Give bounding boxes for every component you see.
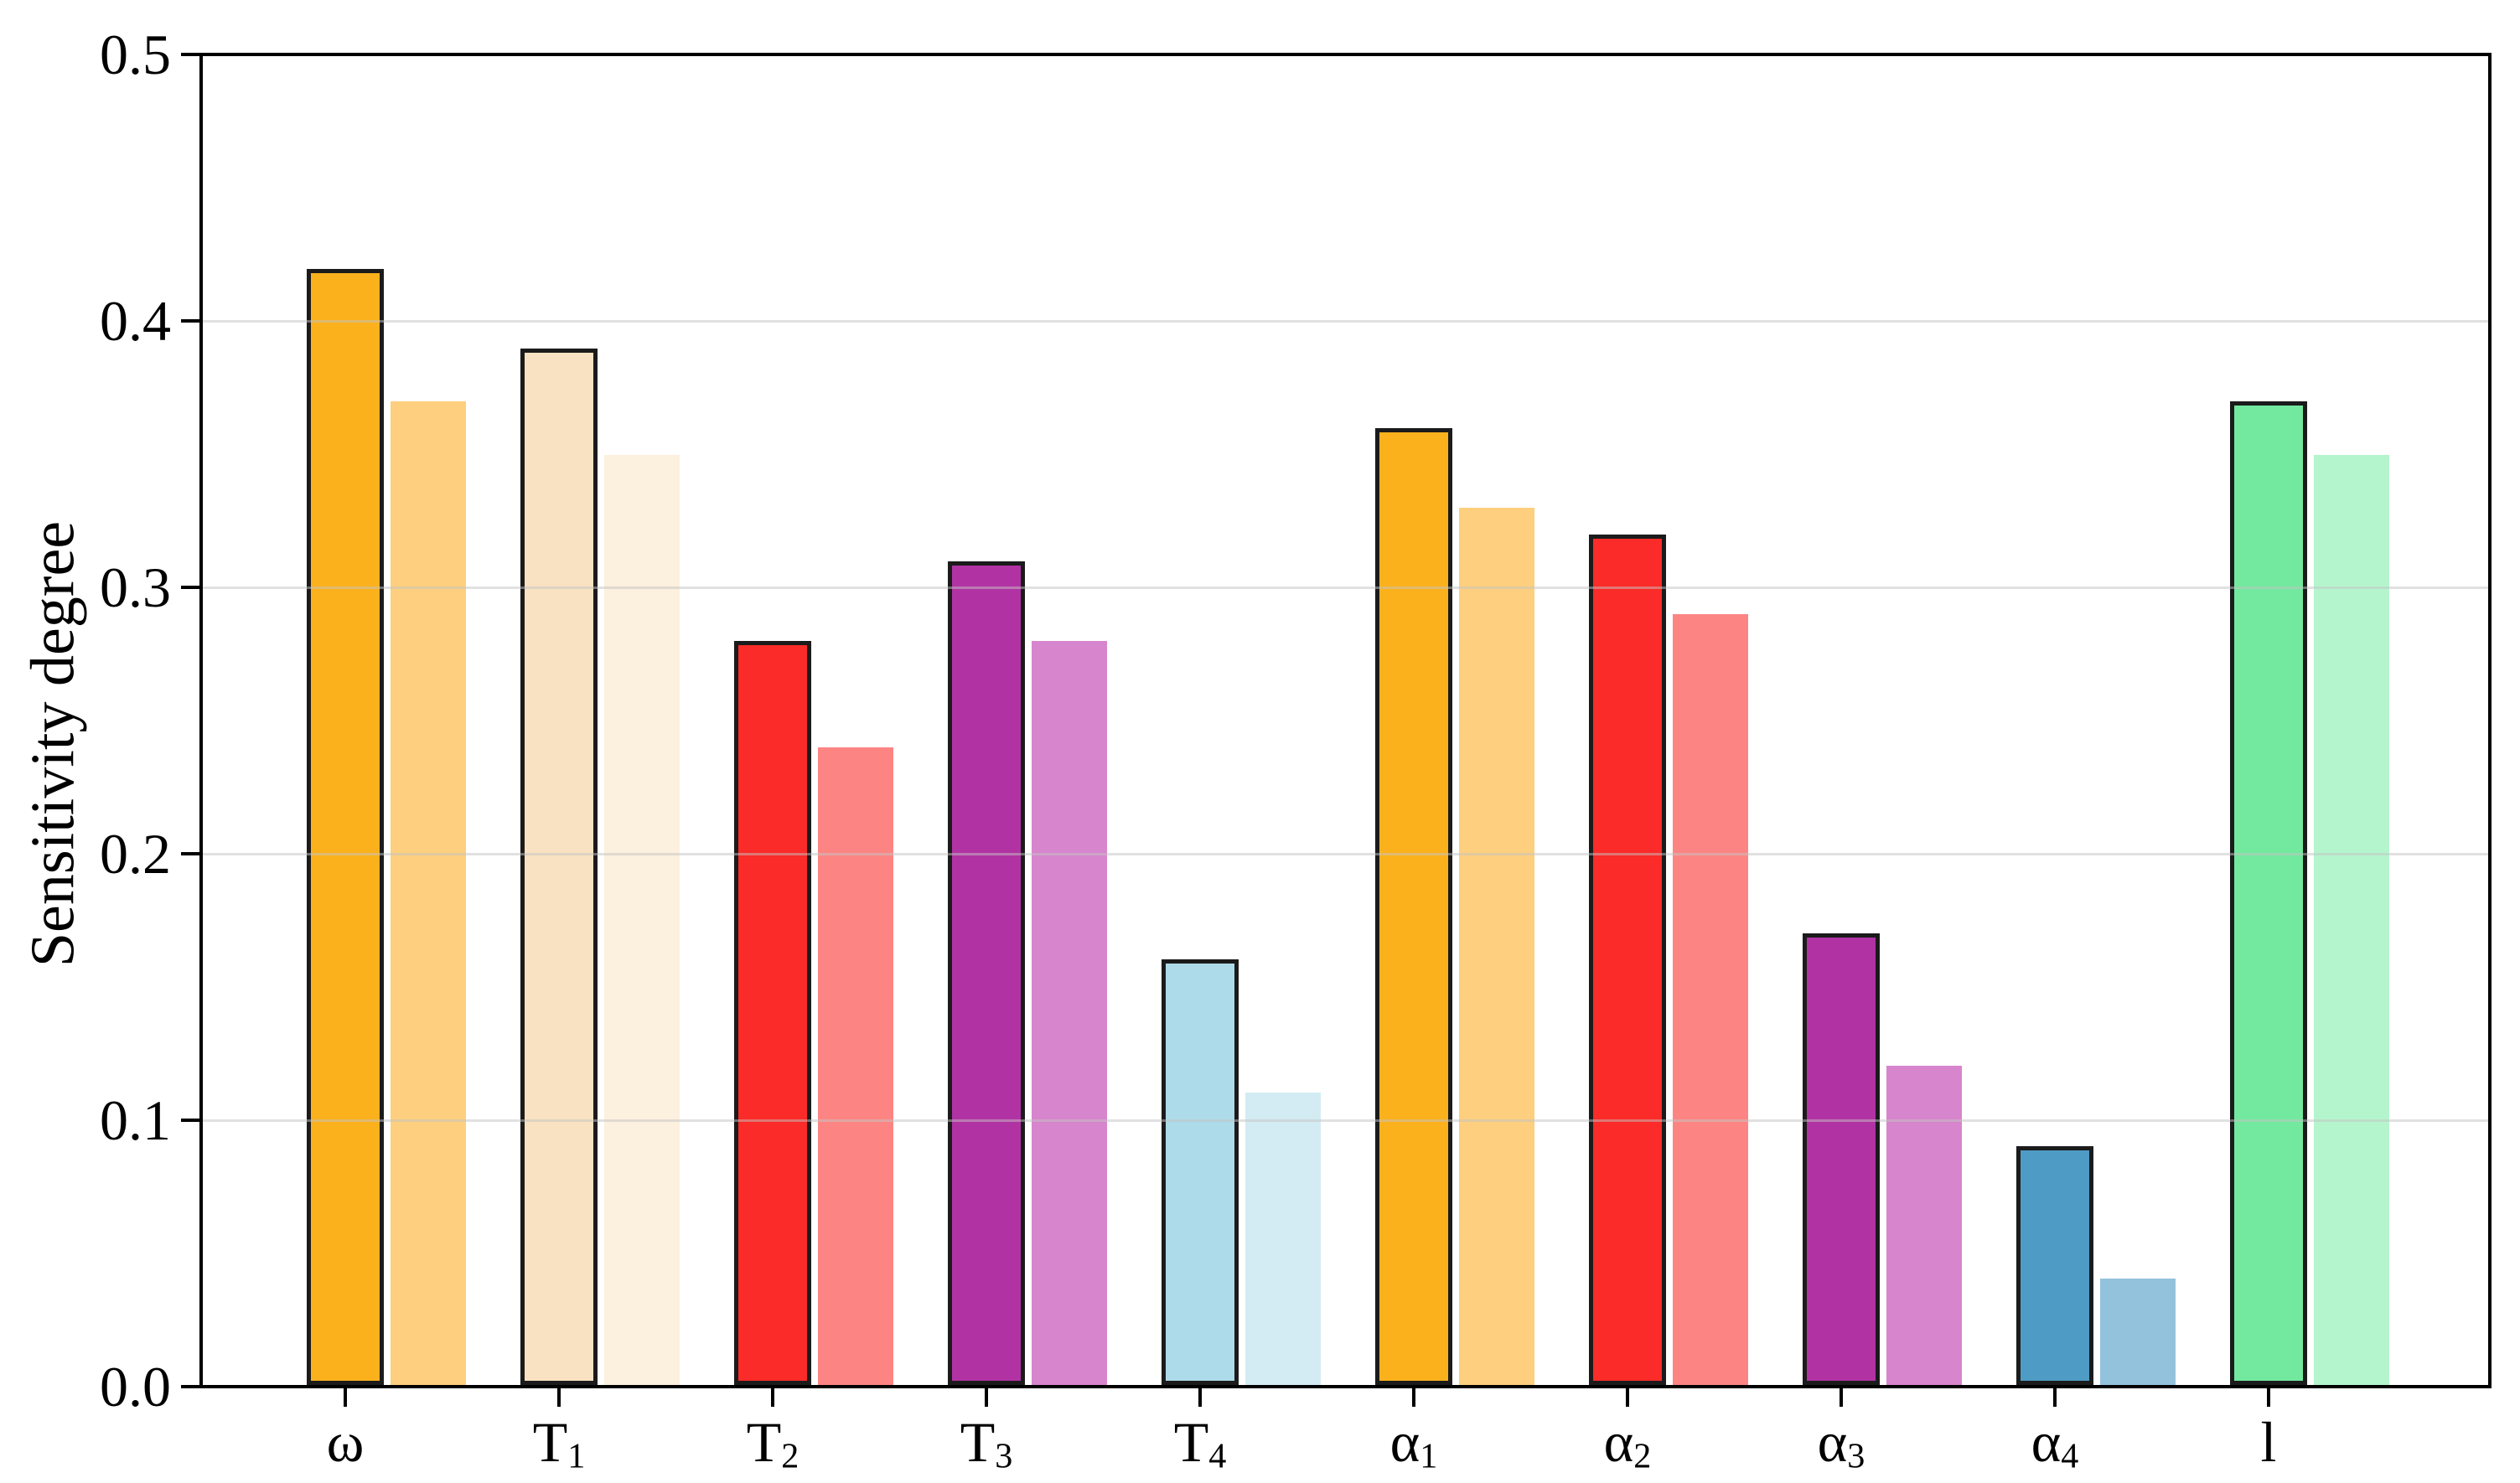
bar-group-1-primary bbox=[520, 349, 598, 1385]
x-tick-label-1: T1 bbox=[453, 1411, 665, 1483]
x-tick-label-7: α3 bbox=[1735, 1411, 1948, 1483]
x-tick bbox=[2267, 1388, 2270, 1407]
x-tick-label-subscript: 2 bbox=[781, 1436, 799, 1476]
x-tick-label-base: α bbox=[1817, 1410, 1848, 1474]
x-tick-label-subscript: 2 bbox=[1633, 1436, 1652, 1476]
x-tick bbox=[344, 1388, 347, 1407]
plot-area bbox=[199, 53, 2492, 1388]
x-tick-label-subscript: 1 bbox=[567, 1436, 586, 1476]
gridline bbox=[203, 852, 2488, 855]
x-tick bbox=[1412, 1388, 1415, 1407]
x-tick-label-8: α4 bbox=[1948, 1411, 2161, 1483]
bar-group-3-primary bbox=[948, 561, 1025, 1385]
x-tick bbox=[1840, 1388, 1843, 1407]
x-tick-label-subscript: 3 bbox=[995, 1436, 1013, 1476]
y-tick bbox=[181, 1385, 199, 1388]
x-tick-label-9: l bbox=[2162, 1411, 2375, 1473]
x-tick bbox=[1626, 1388, 1629, 1407]
x-tick-label-base: T bbox=[746, 1410, 782, 1474]
gridline bbox=[203, 319, 2488, 323]
x-tick-label-0: ω bbox=[239, 1411, 452, 1473]
bar-group-8-primary bbox=[2016, 1146, 2093, 1385]
x-tick-label-subscript: 4 bbox=[1208, 1436, 1227, 1476]
y-tick bbox=[181, 319, 199, 323]
x-tick-label-subscript: 3 bbox=[1847, 1436, 1865, 1476]
x-tick-label-base: ω bbox=[326, 1410, 365, 1474]
x-tick-label-base: α bbox=[1389, 1410, 1420, 1474]
bar-group-6-primary bbox=[1589, 535, 1666, 1385]
x-tick-label-base: T bbox=[1173, 1410, 1209, 1474]
bar-group-4-secondary bbox=[1245, 1093, 1321, 1385]
x-tick-label-5: α1 bbox=[1307, 1411, 1520, 1483]
x-tick-label-subscript: 1 bbox=[1420, 1436, 1438, 1476]
bar-group-5-primary bbox=[1375, 428, 1452, 1385]
x-tick-label-6: α2 bbox=[1521, 1411, 1734, 1483]
y-tick bbox=[181, 1119, 199, 1122]
bar-group-9-primary bbox=[2230, 401, 2307, 1385]
x-tick-label-base: T bbox=[532, 1410, 568, 1474]
y-tick-label: 0.0 bbox=[100, 1355, 171, 1418]
y-tick-label: 0.5 bbox=[100, 23, 171, 86]
x-tick-label-base: α bbox=[1603, 1410, 1634, 1474]
x-tick bbox=[985, 1388, 988, 1407]
x-tick-label-4: T4 bbox=[1094, 1411, 1307, 1483]
bar-group-5-secondary bbox=[1459, 508, 1534, 1385]
x-tick bbox=[771, 1388, 774, 1407]
x-tick-label-base: α bbox=[2031, 1410, 2062, 1474]
y-tick-label: 0.2 bbox=[100, 822, 171, 886]
gridline bbox=[203, 1119, 2488, 1122]
bar-group-7-primary bbox=[1803, 933, 1880, 1385]
bar-group-9-secondary bbox=[2314, 455, 2389, 1385]
bar-group-8-secondary bbox=[2100, 1279, 2176, 1385]
y-tick bbox=[181, 586, 199, 589]
bar-group-2-primary bbox=[734, 641, 811, 1385]
bar-group-7-secondary bbox=[1886, 1066, 1962, 1385]
y-tick-label: 0.3 bbox=[100, 555, 171, 619]
y-tick-label: 0.4 bbox=[100, 289, 171, 353]
x-tick-label-base: T bbox=[960, 1410, 996, 1474]
x-tick-label-base: l bbox=[2260, 1410, 2277, 1474]
x-tick-label-subscript: 4 bbox=[2061, 1436, 2079, 1476]
y-tick-label: 0.1 bbox=[100, 1088, 171, 1152]
bar-group-1-secondary bbox=[604, 455, 680, 1385]
bar-group-0-primary bbox=[307, 269, 384, 1385]
gridline bbox=[203, 586, 2488, 589]
y-tick bbox=[181, 53, 199, 56]
bar-group-3-secondary bbox=[1032, 641, 1107, 1385]
bar-group-0-secondary bbox=[391, 401, 466, 1385]
x-tick-label-3: T3 bbox=[880, 1411, 1093, 1483]
x-tick bbox=[2053, 1388, 2057, 1407]
bar-group-4-primary bbox=[1162, 959, 1239, 1385]
x-tick bbox=[557, 1388, 561, 1407]
x-tick-label-2: T2 bbox=[666, 1411, 879, 1483]
bar-group-2-secondary bbox=[818, 747, 893, 1385]
bar-group-6-secondary bbox=[1673, 614, 1748, 1385]
x-tick bbox=[1198, 1388, 1202, 1407]
y-tick bbox=[181, 852, 199, 855]
